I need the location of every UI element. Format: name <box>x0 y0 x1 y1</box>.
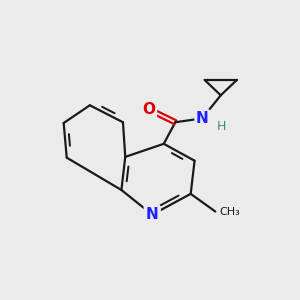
Text: O: O <box>142 102 155 117</box>
Text: N: N <box>146 207 159 222</box>
Text: H: H <box>217 120 226 133</box>
Text: N: N <box>196 111 208 126</box>
Text: CH₃: CH₃ <box>219 207 240 217</box>
